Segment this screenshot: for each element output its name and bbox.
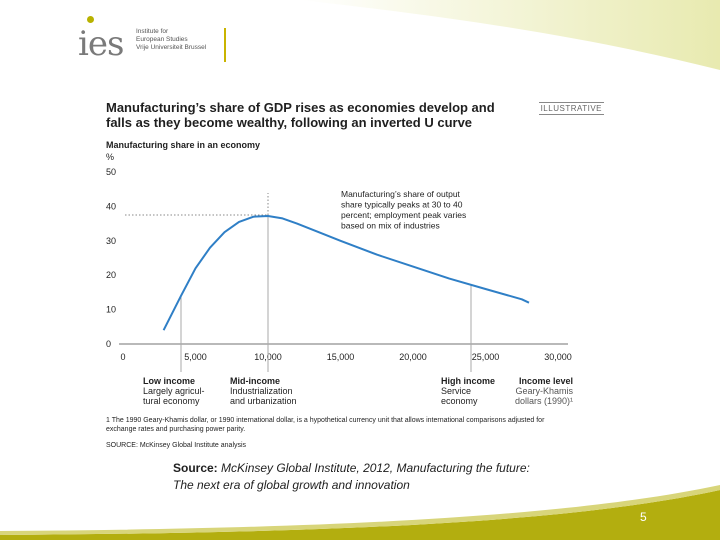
peak-annotation: percent; employment peak varies: [341, 210, 466, 220]
stage-title: High income: [441, 376, 495, 386]
x-axis-label: Geary-Khamis: [515, 386, 573, 396]
illustrative-tag: ILLUSTRATIVE: [538, 102, 604, 115]
x-tick-label: 20,000: [399, 352, 427, 362]
y-tick-label: 30: [106, 236, 116, 246]
x-tick-label: 5,000: [184, 352, 207, 362]
logo-text: Institute for European Studies Vrije Uni…: [136, 28, 206, 52]
caption-label: Source:: [173, 461, 218, 475]
stage-label: Mid-income Industrialization and urbanizat…: [230, 376, 297, 406]
ies-logo: ies Institute for European Studies Vrije…: [78, 14, 238, 74]
x-axis-label: dollars (1990)¹: [515, 396, 573, 406]
chart-footnote: 1 The 1990 Geary-Khamis dollar, or 1990 …: [106, 417, 545, 433]
y-tick-label: 10: [106, 305, 116, 315]
logo-line-2: European Studies: [136, 36, 188, 43]
peak-annotation: share typically peaks at 30 to 40: [341, 200, 463, 210]
page-number: 5: [640, 510, 647, 524]
stage-description: tural economy: [143, 396, 200, 406]
stage-description: economy: [441, 396, 478, 406]
y-unit-label: %: [106, 152, 115, 162]
slide-caption: Source: McKinsey Global Institute, 2012,…: [173, 460, 553, 494]
stage-label: Low income Largely agricul-tural economy: [143, 376, 205, 406]
peak-annotation: Manufacturing’s share of output: [341, 189, 461, 199]
stage-label: High income Service economy: [441, 376, 495, 406]
bottom-band: [0, 485, 720, 540]
top-band: [300, 0, 720, 70]
caption-text: McKinsey Global Institute, 2012, Manufac…: [173, 461, 530, 492]
logo-line-1: Institute for: [136, 28, 169, 35]
y-tick-label: 20: [106, 270, 116, 280]
series-line: [162, 215, 530, 331]
stage-description: Largely agricul-: [143, 386, 205, 396]
chart-figure: Manufacturing’s share of GDP rises as ec…: [98, 96, 606, 458]
stage-title: Mid-income: [230, 376, 280, 386]
x-tick-label: 0: [120, 352, 125, 362]
y-tick-label: 50: [106, 167, 116, 177]
logo-mark: ies: [78, 24, 124, 64]
chart-source: SOURCE: McKinsey Global Institute analys…: [106, 442, 247, 449]
x-tick-label: 30,000: [544, 352, 572, 362]
stage-description: Service: [441, 386, 471, 396]
chart-title: Manufacturing’s share of GDP rises as ec…: [106, 100, 495, 130]
chart-subtitle: Manufacturing share in an economy: [106, 140, 261, 150]
y-tick-label: 0: [106, 339, 111, 349]
x-tick-label: 25,000: [472, 352, 500, 362]
stage-title: Low income: [143, 376, 195, 386]
peak-annotation: based on mix of industries: [341, 221, 440, 231]
stage-description: and urbanization: [230, 396, 297, 406]
y-tick-label: 40: [106, 201, 116, 211]
logo-dot-icon: [87, 16, 94, 23]
x-axis-label: Income level: [519, 376, 573, 386]
logo-line-3: Vrije Universiteit Brussel: [136, 44, 207, 51]
stage-description: Industrialization: [230, 386, 293, 396]
x-tick-label: 15,000: [327, 352, 355, 362]
logo-divider: [224, 28, 226, 62]
